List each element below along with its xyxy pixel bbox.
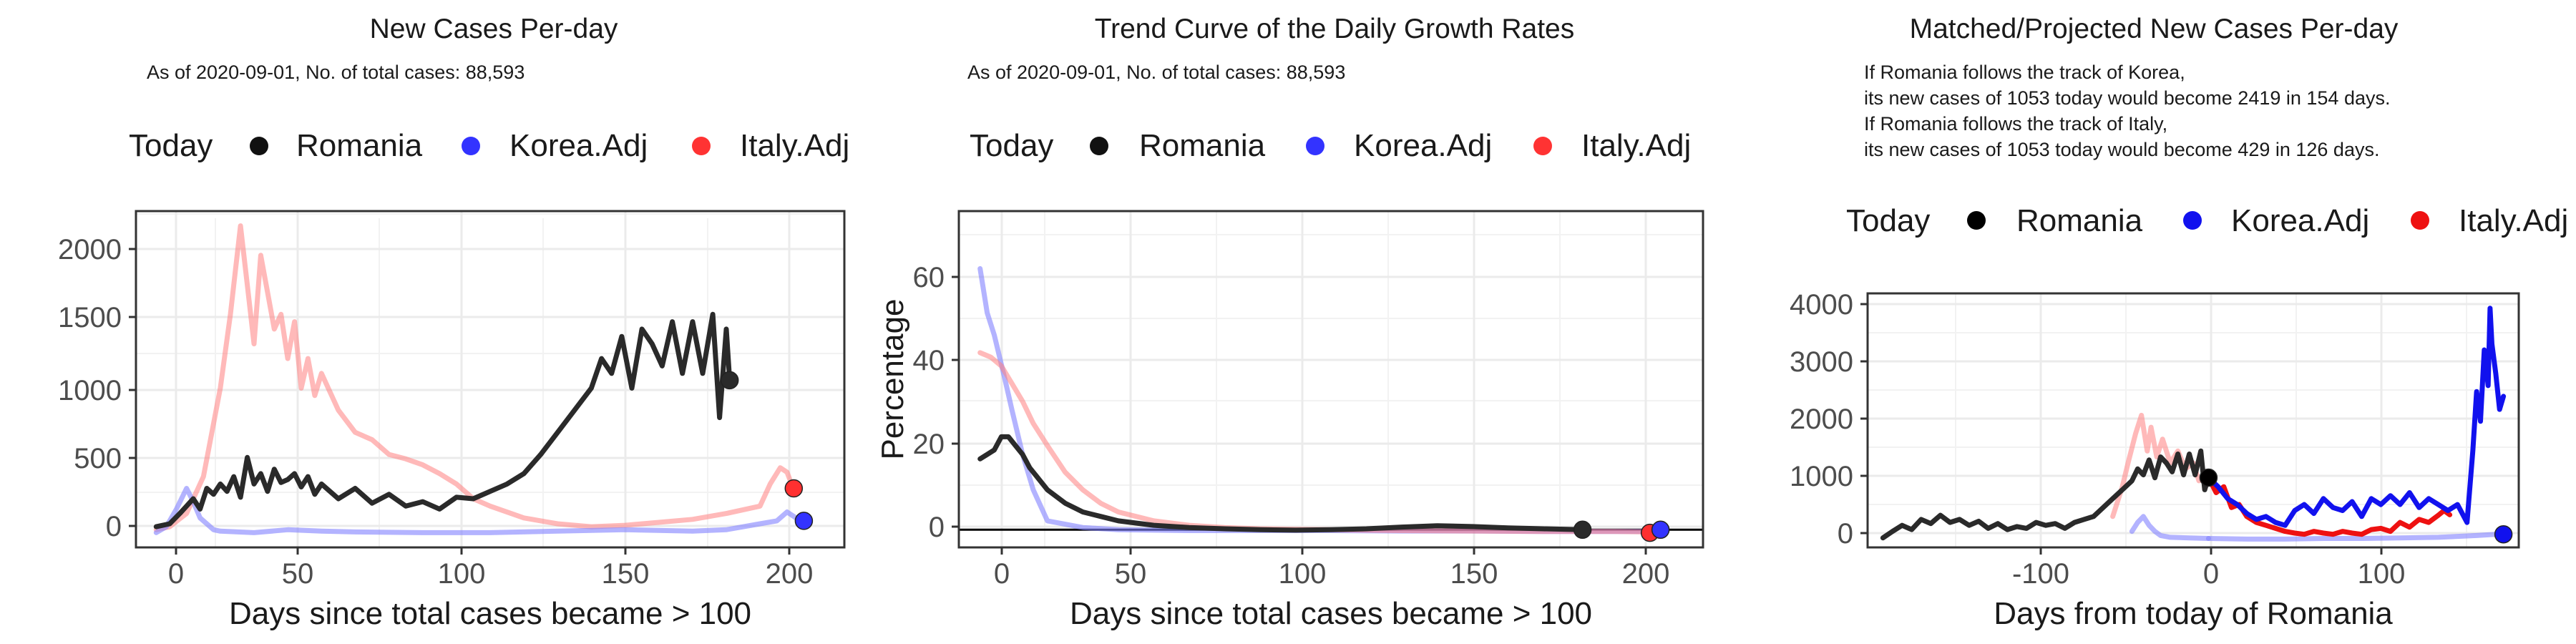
panel2-frame (957, 210, 1704, 549)
panel3-marks (1880, 306, 2513, 544)
panel1-legend-key-korea (462, 137, 480, 155)
panel1-ytick-label: 1000 (58, 375, 122, 406)
panel3-x-ticks: -100 0 100 (2012, 547, 2405, 590)
panel1-xtick-label: 0 (168, 558, 184, 590)
today-point-romania (720, 371, 739, 390)
panel3-legend: Today Romania Korea.Adj Italy.Adj (1846, 203, 2568, 238)
panel1-ytick-label: 2000 (58, 234, 122, 265)
panel1-legend-key-italy (692, 137, 711, 155)
panel1-y-ticks: 0 500 1000 1500 2000 (58, 234, 136, 542)
panel3-ytick-label: 1000 (1790, 461, 1853, 492)
panel3-annotation-line: If Romania follows the track of Italy, (1864, 113, 2167, 135)
panel1-legend-romania: Romania (296, 128, 423, 163)
panel3-frame (1866, 292, 2520, 549)
panel2-xtick-label: 100 (1279, 558, 1327, 590)
panel-new-cases: New Cases Per-day As of 2020-09-01, No. … (58, 14, 849, 631)
panel3-xlabel: Days from today of Romania (1994, 596, 2393, 631)
panel-projected: Matched/Projected New Cases Per-day If R… (1790, 14, 2568, 631)
panel2-ylabel: Percentage (875, 298, 910, 459)
series-line-italy-adj (153, 223, 796, 532)
panel3-y-ticks: 0 1000 2000 3000 4000 (1790, 289, 1868, 550)
panel2-legend-key-italy (1533, 137, 1552, 155)
series-line-korea-adj-past (2205, 531, 2507, 542)
panel1-subtitle: As of 2020-09-01, No. of total cases: 88… (147, 62, 525, 83)
panel1-grid (136, 211, 844, 547)
today-point-italy-adj (784, 479, 804, 498)
panel-growth-rates: Trend Curve of the Daily Growth Rates As… (875, 14, 1704, 631)
panel3-legend-romania: Romania (2016, 203, 2143, 238)
panel1-title: New Cases Per-day (370, 14, 618, 44)
panel2-legend-key-korea (1306, 137, 1324, 155)
panel1-legend-key-romania (250, 137, 268, 155)
panel2-xtick-label: 50 (1115, 558, 1147, 590)
panel1-x-ticks: 0 50 100 150 200 (168, 547, 814, 590)
panel2-xtick-label: 0 (994, 558, 1010, 590)
panel3-legend-key-italy (2411, 211, 2429, 230)
panel3-legend-italy: Italy.Adj (2459, 203, 2568, 238)
series-line-korea-adj-projected (2205, 306, 2507, 528)
series-line-romania (977, 434, 1586, 533)
panel1-legend-italy: Italy.Adj (740, 128, 849, 163)
panel2-legend-italy: Italy.Adj (1581, 128, 1691, 163)
panel3-annotation: If Romania follows the track of Korea, i… (1864, 62, 2390, 160)
panel3-xtick-label: -100 (2012, 558, 2069, 590)
series-line-korea-adj-matched (2129, 514, 2211, 541)
panel3-ytick-label: 3000 (1790, 346, 1853, 378)
series-line-romania (1880, 448, 2211, 541)
panel1-xtick-label: 50 (282, 558, 314, 590)
panel3-legend-key-korea (2183, 211, 2202, 230)
series-line-romania (153, 311, 733, 530)
panel2-marks (959, 265, 1703, 542)
panel1-legend-title: Today (129, 128, 213, 163)
panel2-grid (959, 211, 1703, 547)
panel1-xlabel: Days since total cases became > 100 (229, 596, 751, 631)
panel2-subtitle: As of 2020-09-01, No. of total cases: 88… (967, 62, 1345, 83)
panel3-annotation-line: its new cases of 1053 today would become… (1864, 139, 2379, 160)
panel3-annotation-line: If Romania follows the track of Korea, (1864, 62, 2185, 83)
panel2-ytick-label: 60 (913, 262, 945, 293)
panel3-xtick-label: 100 (2358, 558, 2406, 590)
panel2-x-ticks: 0 50 100 150 200 (994, 547, 1670, 590)
panel1-ytick-label: 1500 (58, 302, 122, 333)
panel3-legend-korea: Korea.Adj (2231, 203, 2369, 238)
panel3-annotation-line: its new cases of 1053 today would become… (1864, 87, 2390, 109)
panel3-ytick-label: 0 (1838, 518, 1853, 550)
panel1-xtick-label: 200 (766, 558, 814, 590)
panel3-ytick-label: 4000 (1790, 289, 1853, 321)
panel1-legend: Today Romania Korea.Adj Italy.Adj (129, 128, 849, 163)
panel1-ytick-label: 0 (106, 511, 122, 542)
today-point-korea-adj (2494, 525, 2513, 544)
panel1-xtick-label: 150 (602, 558, 650, 590)
panel1-xtick-label: 100 (438, 558, 486, 590)
panel2-xtick-label: 150 (1450, 558, 1498, 590)
panel3-legend-key-romania (1967, 211, 1986, 230)
panel2-ytick-label: 20 (913, 429, 945, 460)
panel3-legend-title: Today (1846, 203, 1930, 238)
panel2-title: Trend Curve of the Daily Growth Rates (1095, 14, 1574, 44)
panel2-legend-romania: Romania (1139, 128, 1266, 163)
panel2-ytick-label: 0 (929, 512, 945, 543)
panel2-xtick-label: 200 (1622, 558, 1670, 590)
panel3-ytick-label: 2000 (1790, 404, 1853, 435)
today-point-korea-adj (1651, 520, 1670, 540)
panel2-legend-title: Today (970, 128, 1053, 163)
panel2-legend: Today Romania Korea.Adj Italy.Adj (970, 128, 1691, 163)
today-point-romania (2199, 468, 2218, 487)
panel3-grid (1868, 293, 2519, 547)
series-line-italy-adj (977, 350, 1653, 535)
panel1-legend-korea: Korea.Adj (509, 128, 648, 163)
panel2-legend-korea: Korea.Adj (1354, 128, 1492, 163)
panel2-xlabel: Days since total cases became > 100 (1070, 596, 1592, 631)
panel3-title: Matched/Projected New Cases Per-day (1910, 14, 2399, 44)
panel1-marks (153, 223, 814, 535)
panel1-ytick-label: 500 (74, 443, 122, 474)
panel2-legend-key-romania (1090, 137, 1108, 155)
today-point-romania (1573, 520, 1592, 540)
panel2-ytick-label: 40 (913, 345, 945, 376)
panel1-frame (135, 210, 846, 549)
panel2-y-ticks: 0 20 40 60 (913, 262, 959, 543)
panel3-xtick-label: 0 (2203, 558, 2219, 590)
today-point-korea-adj (794, 512, 814, 530)
